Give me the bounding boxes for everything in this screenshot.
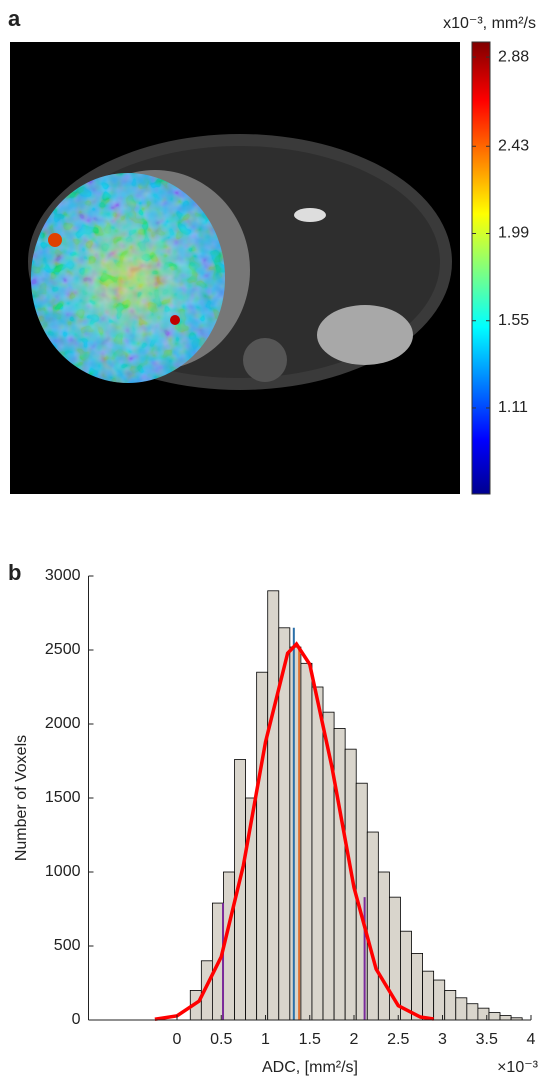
x-tick-label: 3 bbox=[438, 1031, 447, 1048]
x-tick-label: 0 bbox=[173, 1031, 182, 1048]
bar bbox=[256, 671, 269, 1021]
x-tick-label: 1.5 bbox=[299, 1031, 321, 1048]
x-tick-label: 2 bbox=[350, 1031, 359, 1048]
x-tick-label: 0.5 bbox=[210, 1031, 232, 1048]
colorbar-title: x10⁻³, mm²/s bbox=[443, 15, 536, 32]
bar bbox=[411, 953, 423, 1021]
colorbar-tick-label: 1.55 bbox=[498, 312, 529, 329]
colorbar-tick-label: 1.99 bbox=[498, 225, 529, 242]
panel-label: a bbox=[8, 6, 21, 31]
y-tick-label: 2500 bbox=[45, 641, 81, 658]
bar bbox=[499, 1015, 512, 1021]
bar bbox=[422, 970, 435, 1021]
y-axis-label: Number of Voxels bbox=[13, 735, 30, 861]
colorbar-tick-label: 2.43 bbox=[498, 137, 529, 154]
x-tick-label: 1 bbox=[261, 1031, 270, 1048]
colorbar-tick-label: 1.11 bbox=[498, 399, 528, 416]
x-tick-label: 3.5 bbox=[476, 1031, 498, 1048]
y-tick-label: 3000 bbox=[45, 567, 81, 584]
bar bbox=[300, 662, 313, 1021]
bar bbox=[466, 1003, 479, 1021]
bar bbox=[311, 686, 324, 1021]
bar bbox=[366, 831, 379, 1021]
mri-image bbox=[10, 42, 460, 494]
bar bbox=[377, 871, 390, 1021]
x-tick-label: 2.5 bbox=[387, 1031, 409, 1048]
y-tick-label: 500 bbox=[54, 937, 81, 954]
x-tick-label: 4 bbox=[527, 1031, 536, 1048]
y-tick-label: 2000 bbox=[45, 715, 81, 732]
bar bbox=[455, 997, 468, 1021]
bar bbox=[267, 590, 280, 1021]
y-tick-label: 1500 bbox=[45, 789, 81, 806]
y-tick-label: 0 bbox=[72, 1011, 81, 1028]
bar bbox=[333, 728, 346, 1021]
bar bbox=[433, 979, 446, 1021]
bar bbox=[477, 1007, 490, 1021]
fit-curve bbox=[154, 641, 434, 1021]
colorbar bbox=[471, 41, 491, 495]
x-axis-label: ADC, [mm²/s] bbox=[262, 1059, 358, 1076]
bar bbox=[444, 990, 457, 1021]
colorbar-tick-label: 2.88 bbox=[498, 48, 529, 65]
y-tick-label: 1000 bbox=[45, 863, 81, 880]
bar bbox=[488, 1012, 501, 1021]
panel-label: b bbox=[8, 560, 21, 585]
x-multiplier: ×10⁻³ bbox=[497, 1059, 539, 1076]
